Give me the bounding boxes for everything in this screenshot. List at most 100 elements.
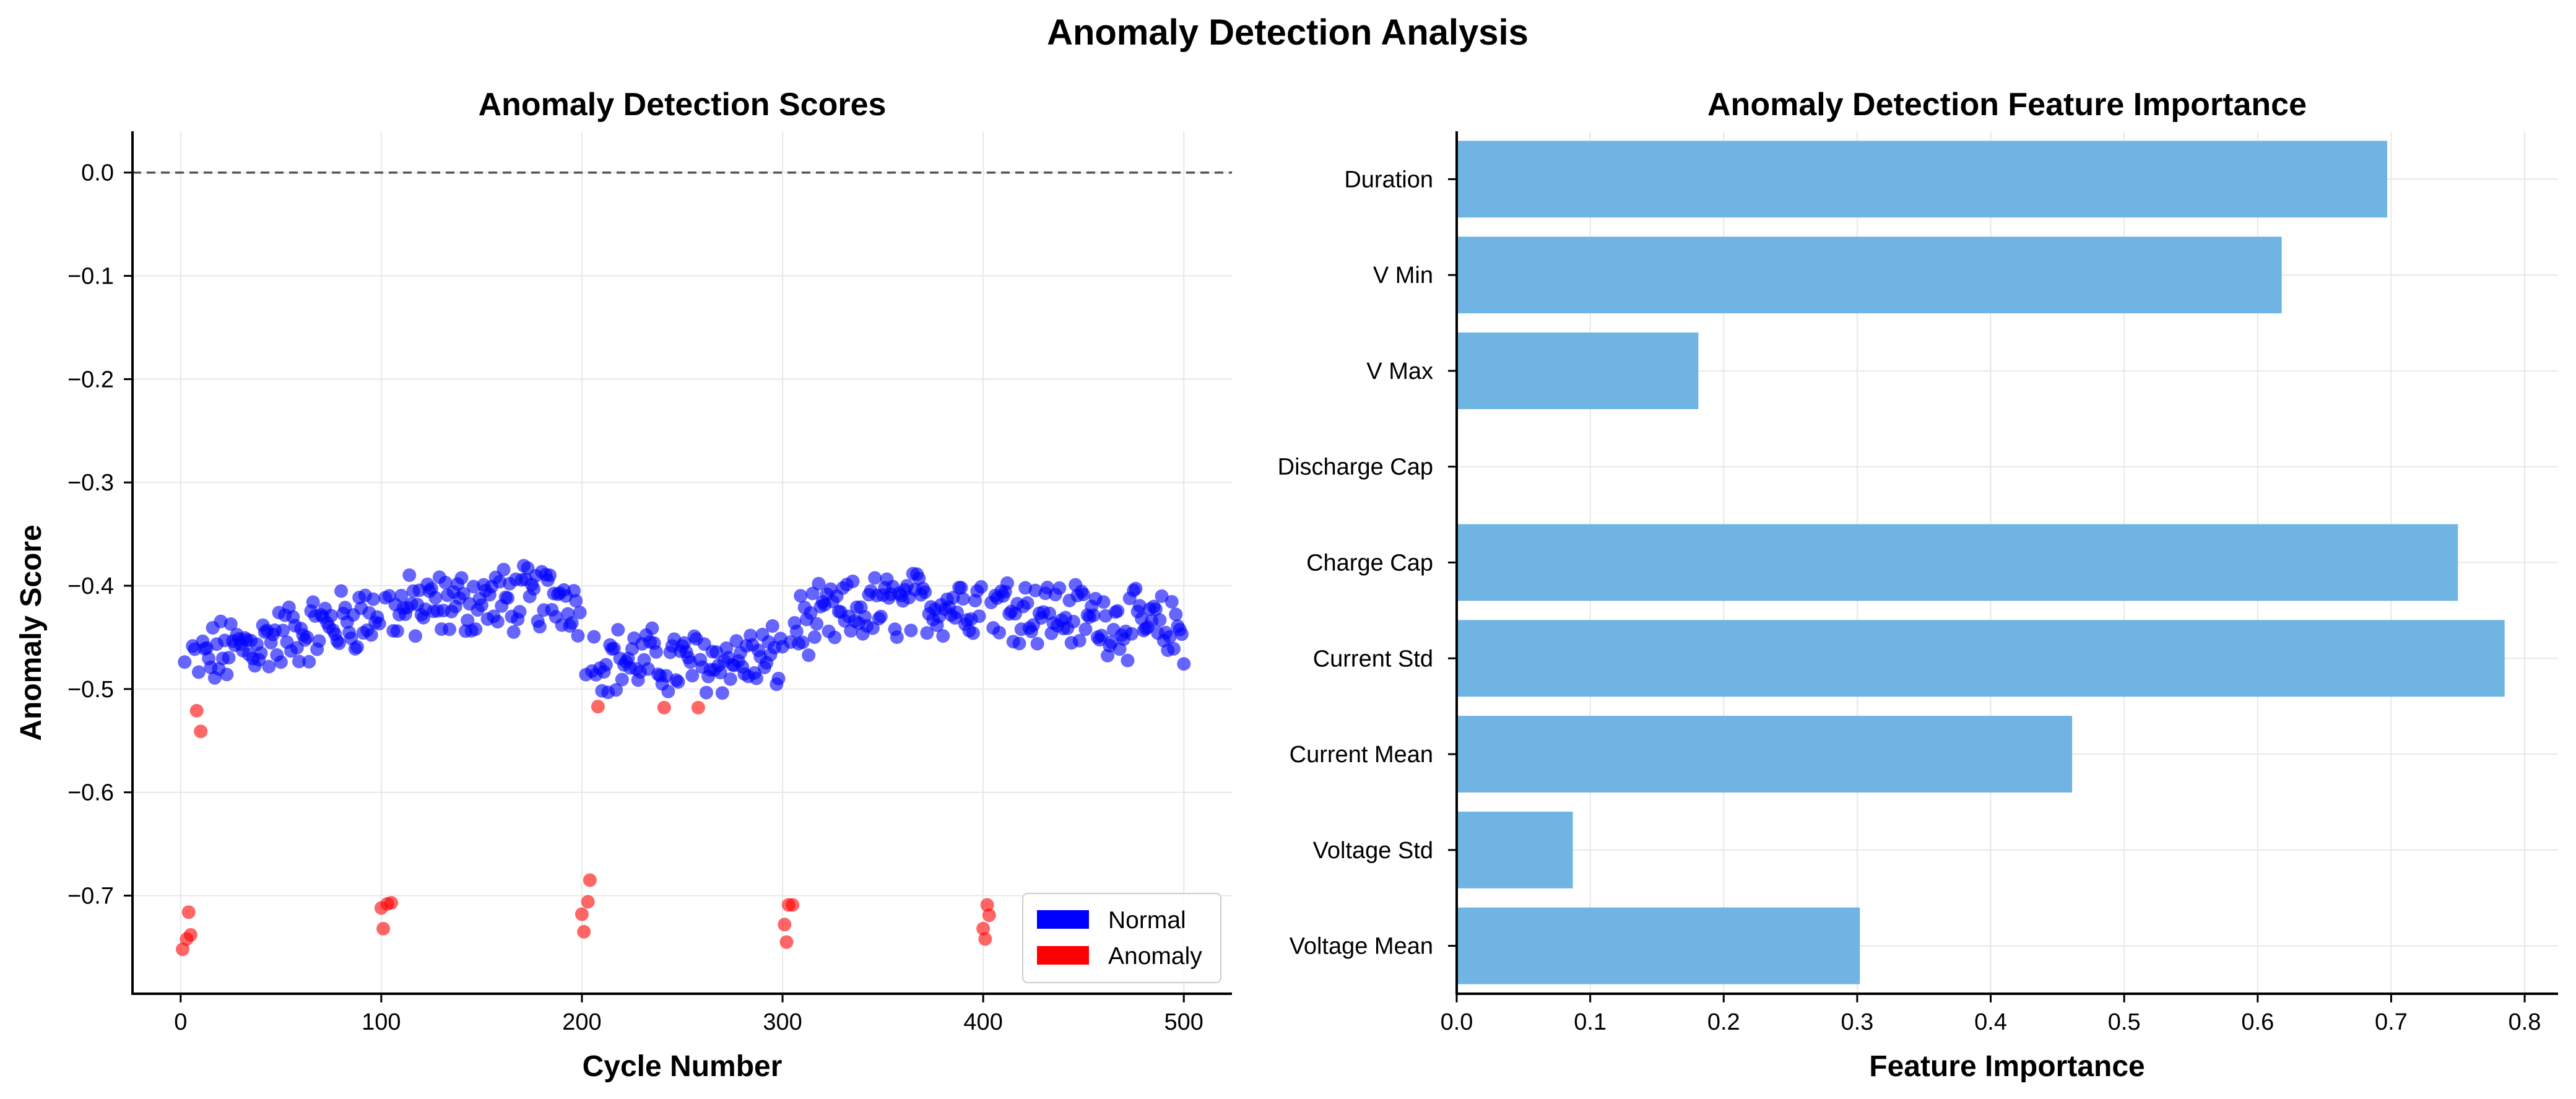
normal-point: [607, 641, 621, 656]
normal-point: [954, 581, 968, 595]
normal-point: [390, 624, 404, 638]
anomaly-point: [183, 927, 197, 942]
normal-point: [661, 684, 675, 698]
anomaly-point: [976, 921, 991, 936]
anomaly-point: [575, 907, 589, 921]
normal-point: [1086, 608, 1101, 622]
x-tick-label: 100: [362, 1009, 401, 1035]
x-tick-label: 400: [963, 1009, 1002, 1035]
category-label: Voltage Mean: [1290, 934, 1433, 960]
normal-point: [972, 609, 986, 623]
anomaly-point: [376, 921, 391, 936]
category-label: Voltage Std: [1313, 838, 1433, 864]
anomaly-point: [786, 898, 800, 912]
normal-point: [1012, 636, 1026, 651]
x-tick-label: 300: [763, 1009, 802, 1035]
normal-point: [334, 584, 349, 598]
normal-point: [611, 623, 625, 637]
normal-point: [302, 654, 316, 669]
normal-point: [306, 595, 320, 609]
legend-anomaly-swatch: [1037, 946, 1089, 965]
normal-point: [474, 598, 488, 612]
x-tick-label: 500: [1164, 1009, 1203, 1035]
scores-x-ticks: 0 100 200 300 400 500: [174, 994, 1203, 1035]
scores-y-ticks: 0.0 −0.1 −0.2 −0.3 −0.4 −0.5 −0.6 −0.7: [67, 160, 132, 910]
normal-point: [715, 686, 729, 700]
scores-panel: Anomaly Detection Scores 0 100 200 300 400 50…: [15, 87, 1232, 1083]
normal-point: [366, 592, 380, 606]
normal-point: [699, 685, 713, 700]
x-tick-label: 0.3: [1841, 1009, 1873, 1035]
scores-grid: [132, 131, 1232, 994]
legend-normal-label: Normal: [1108, 907, 1186, 934]
normal-point: [713, 666, 727, 680]
normal-point: [846, 574, 860, 588]
category-label: Discharge Cap: [1278, 454, 1433, 480]
legend: Normal Anomaly: [1022, 893, 1221, 983]
anomaly-point: [189, 703, 204, 718]
category-label: V Max: [1366, 358, 1433, 384]
importance-bar: [1457, 907, 1860, 984]
normal-point: [1174, 627, 1189, 641]
anomaly-point: [384, 896, 399, 910]
y-tick-label: −0.2: [67, 367, 114, 393]
normal-point: [1052, 581, 1067, 595]
normal-point: [543, 568, 557, 583]
importance-bar: [1457, 716, 2073, 793]
y-tick-label: 0.0: [81, 160, 114, 186]
x-tick-label: 0.6: [2241, 1009, 2274, 1035]
normal-point: [810, 617, 824, 631]
normal-point: [1148, 602, 1163, 616]
normal-point: [1020, 596, 1034, 610]
importance-bar: [1457, 332, 1699, 409]
anomaly-point: [691, 700, 705, 715]
normal-point: [276, 623, 290, 638]
normal-point: [946, 591, 960, 605]
scores-y-axis-label: Anomaly Score: [15, 524, 48, 741]
anomaly-points: [176, 700, 996, 957]
normal-point: [1163, 630, 1177, 644]
normal-point: [469, 622, 483, 636]
scores-axes: [131, 131, 1232, 995]
normal-point: [904, 623, 918, 638]
normal-point: [1155, 589, 1169, 603]
normal-point: [364, 628, 378, 642]
normal-point: [1177, 657, 1191, 671]
normal-point: [802, 648, 816, 662]
normal-point: [394, 588, 409, 602]
normal-point: [992, 625, 1007, 640]
importance-panel: Anomaly Detection Feature Importance 0.0…: [1278, 87, 2558, 1083]
importance-bar: [1457, 811, 1573, 888]
normal-point: [649, 645, 663, 659]
importance-bar: [1457, 524, 2458, 601]
normal-point: [609, 683, 623, 697]
x-tick-label: 0.0: [1441, 1009, 1473, 1035]
anomaly-point: [980, 898, 994, 912]
normal-point: [324, 609, 338, 623]
normal-point: [506, 625, 521, 639]
x-tick-label: 0.4: [1974, 1009, 2007, 1035]
normal-point: [685, 669, 700, 683]
normal-point: [300, 630, 314, 645]
importance-x-ticks: 0.0 0.1 0.2 0.3 0.4 0.5 0.6 0.7 0.8: [1441, 994, 2541, 1035]
scores-chart-title: Anomaly Detection Scores: [479, 87, 887, 123]
anomaly-point: [176, 942, 190, 957]
normal-point: [812, 576, 826, 591]
normal-point: [966, 626, 980, 640]
normal-point: [222, 651, 236, 665]
y-tick-label: −0.5: [67, 677, 114, 703]
normal-point: [332, 636, 346, 650]
normal-point: [312, 634, 326, 648]
anomaly-point: [779, 935, 794, 949]
normal-point: [408, 629, 422, 643]
normal-point: [220, 667, 234, 682]
normal-point: [527, 582, 541, 596]
category-label: Charge Cap: [1306, 550, 1433, 576]
normal-point: [956, 592, 970, 606]
normal-point: [1153, 613, 1167, 627]
category-label: Duration: [1344, 167, 1433, 193]
normal-point: [828, 630, 842, 645]
anomaly-point: [591, 700, 605, 714]
normal-point: [490, 615, 505, 629]
